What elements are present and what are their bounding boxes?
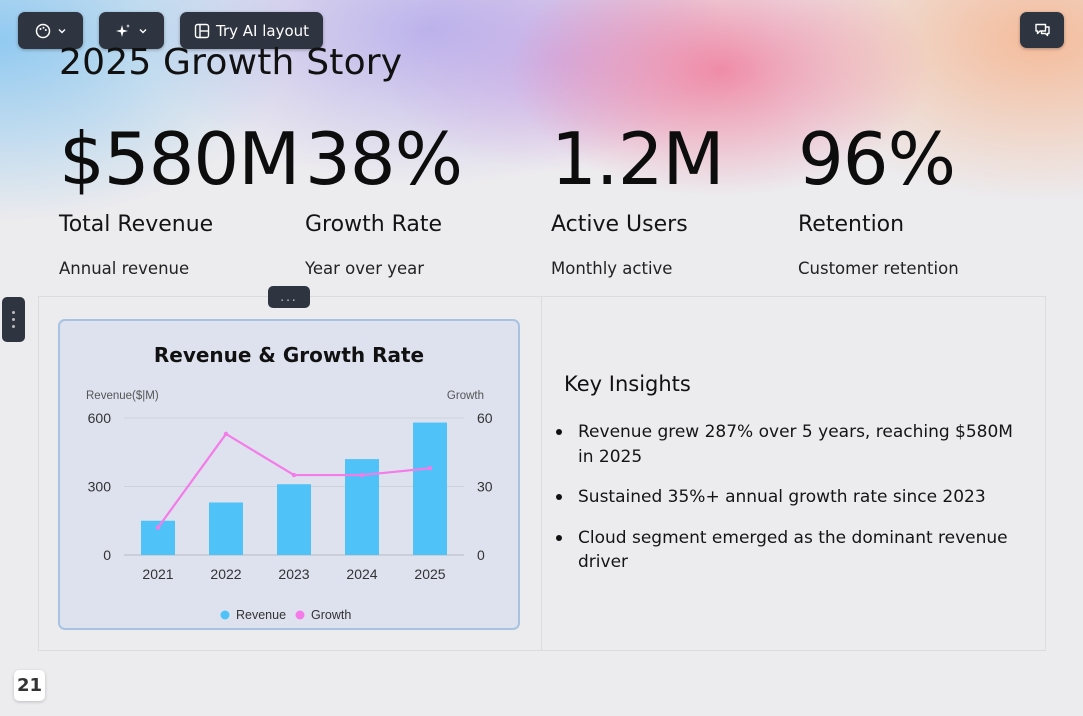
y-left-tick-label: 0 <box>103 547 111 563</box>
stat-value: 96% <box>798 117 956 201</box>
stat-active-users: 1.2M Active Users Monthly active <box>551 118 791 278</box>
x-tick-label: 2024 <box>346 566 377 582</box>
stat-description: Year over year <box>305 259 425 278</box>
stat-label: Growth Rate <box>305 212 443 237</box>
y-left-tick-label: 600 <box>88 410 112 426</box>
try-ai-layout-button[interactable]: Try AI layout <box>180 12 323 49</box>
x-tick-label: 2023 <box>278 566 309 582</box>
stat-label: Active Users <box>551 212 688 237</box>
x-tick-label: 2022 <box>210 566 241 582</box>
magic-button[interactable] <box>99 12 164 49</box>
point-growth <box>223 431 229 437</box>
stat-retention: 96% Retention Customer retention <box>798 118 1038 278</box>
x-tick-label: 2025 <box>414 566 445 582</box>
theme-button[interactable] <box>18 12 83 49</box>
chevron-down-icon <box>138 26 148 36</box>
slide-title: 2025 Growth Story <box>59 42 403 83</box>
insights-title: Key Insights <box>564 372 691 396</box>
point-growth <box>155 525 161 530</box>
bar-revenue <box>413 422 447 555</box>
side-drag-handle[interactable] <box>2 297 25 342</box>
legend-growth-marker <box>295 610 305 620</box>
stat-label: Retention <box>798 212 905 237</box>
comments-button[interactable] <box>1020 12 1064 48</box>
point-growth <box>291 472 297 478</box>
legend-revenue-marker <box>220 610 230 620</box>
stat-description: Annual revenue <box>59 259 190 278</box>
insight-item: Sustained 35%+ annual growth rate since … <box>556 485 1026 510</box>
bar-revenue <box>209 502 243 555</box>
revenue-growth-chart: Revenue($|M) Growth 0 300 600 0 30 60 2021 2022 20… <box>86 390 493 622</box>
layout-icon <box>194 23 210 39</box>
insight-item: Cloud segment emerged as the dominant re… <box>556 526 1026 575</box>
stat-growth-rate: 38% Growth Rate Year over year <box>305 118 545 278</box>
try-ai-layout-label: Try AI layout <box>215 21 310 40</box>
legend-revenue-label: Revenue <box>236 608 286 622</box>
bar-revenue <box>277 484 311 555</box>
stat-value: 1.2M <box>551 117 725 201</box>
sparkles-icon <box>115 23 132 39</box>
y-left-tick-label: 300 <box>88 479 112 495</box>
comments-icon <box>1034 22 1051 38</box>
stat-value: 38% <box>305 117 463 201</box>
stat-description: Monthly active <box>551 259 673 278</box>
insights-list: Revenue grew 287% over 5 years, reaching… <box>556 420 1026 591</box>
right-content-block[interactable] <box>541 296 1046 651</box>
page-number[interactable]: 21 <box>14 670 45 701</box>
palette-icon <box>35 23 51 39</box>
stat-description: Customer retention <box>798 259 959 278</box>
chevron-down-icon <box>57 26 67 36</box>
y-right-tick-label: 60 <box>477 410 493 426</box>
x-tick-label: 2021 <box>142 566 173 582</box>
point-growth <box>359 472 365 478</box>
stat-total-revenue: $580M Total Revenue Annual revenue <box>59 117 300 278</box>
insight-item: Revenue grew 287% over 5 years, reaching… <box>556 420 1026 469</box>
chart-card[interactable]: Revenue & Growth Rate Revenue($|M) Growth… <box>58 319 520 630</box>
y-right-tick-label: 0 <box>477 547 485 563</box>
y-right-axis-label: Growth <box>447 390 484 402</box>
y-right-tick-label: 30 <box>477 479 493 495</box>
y-left-axis-label: Revenue($|M) <box>86 390 159 402</box>
block-drag-handle[interactable]: ... <box>268 286 310 308</box>
point-growth <box>427 466 433 471</box>
chart-title: Revenue & Growth Rate <box>153 343 425 367</box>
stat-label: Total Revenue <box>59 212 214 237</box>
legend-growth-label: Growth <box>311 608 351 622</box>
stat-value: $580M <box>59 117 300 201</box>
